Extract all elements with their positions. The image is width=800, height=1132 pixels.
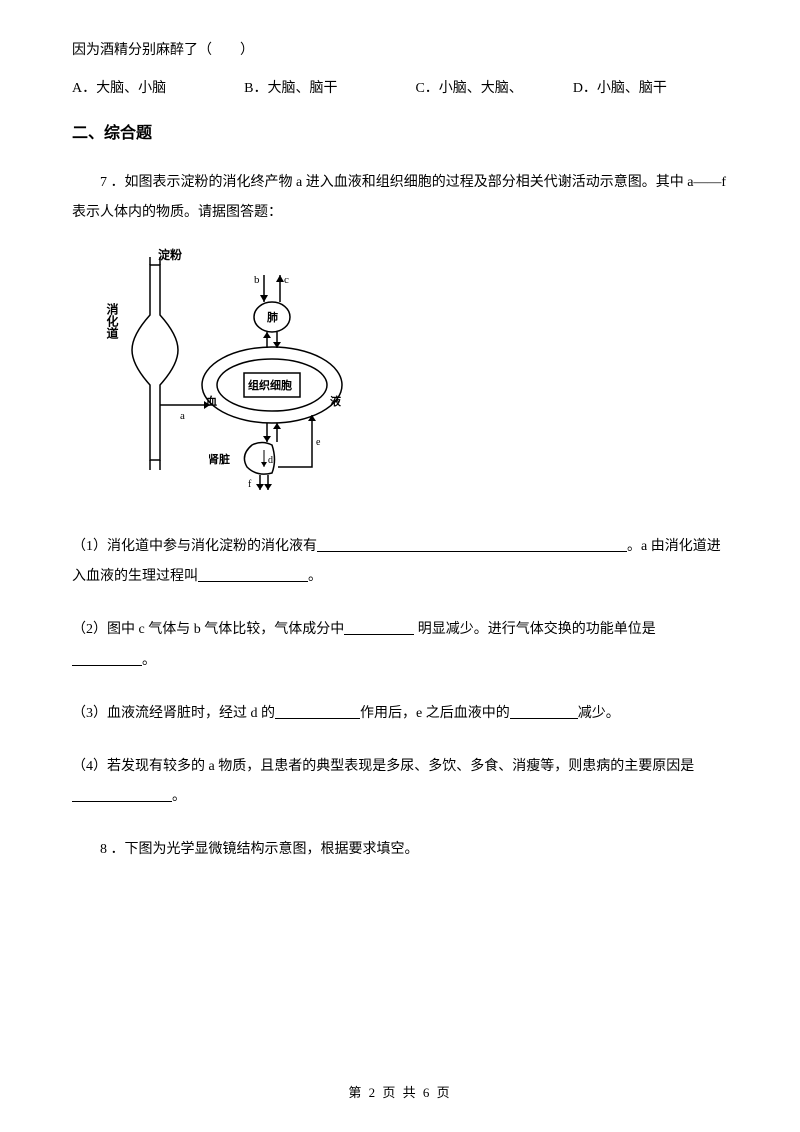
q7-sub4-part2: 。 (172, 789, 186, 804)
q7-sub2-part1: （2）图中 c 气体与 b 气体比较，气体成分中 (72, 622, 344, 637)
label-d: d (268, 455, 273, 466)
q7-sub4-part1: （4）若发现有较多的 a 物质，且患者的典型表现是多尿、多饮、多食、消瘦等，则患… (72, 759, 694, 774)
q7-sub4: （4）若发现有较多的 a 物质，且患者的典型表现是多尿、多饮、多食、消瘦等，则患… (72, 752, 728, 814)
option-a: A．大脑、小脑 (72, 78, 166, 100)
q7-sub2-part3: 。 (142, 653, 156, 668)
q8-text: 8 ．下图为光学显微镜结构示意图，根据要求填空。 (72, 835, 728, 866)
q7-sub1-part1: （1）消化道中参与消化淀粉的消化液有 (72, 539, 317, 554)
page-footer: 第 2 页 共 6 页 (0, 1083, 800, 1104)
label-e: e (316, 437, 321, 448)
label-lung: 肺 (267, 310, 278, 324)
q7-sub1-part3: 。 (308, 569, 322, 584)
label-f: f (248, 479, 252, 490)
option-b: B．大脑、脑干 (244, 78, 337, 100)
label-tissue-cell: 组织细胞 (248, 378, 292, 392)
q7-diagram: 淀粉 消化道 a 肺 b c 血 液 组织细胞 (102, 245, 728, 503)
q7-sub3-part3: 减少。 (578, 706, 620, 721)
q7-intro: 7 ．如图表示淀粉的消化终产物 a 进入血液和组织细胞的过程及部分相关代谢活动示… (72, 168, 728, 227)
label-c: c (284, 274, 289, 286)
label-kidney: 肾脏 (208, 452, 230, 466)
label-a: a (180, 410, 185, 422)
blank-3 (344, 621, 414, 635)
blank-6 (510, 705, 578, 719)
blank-5 (275, 705, 360, 719)
label-blood: 血 (206, 394, 217, 408)
label-fluid: 液 (330, 394, 342, 408)
label-starch: 淀粉 (158, 247, 182, 262)
blank-2 (198, 568, 308, 582)
blank-4 (72, 652, 142, 666)
label-b: b (254, 274, 260, 286)
options-row: A．大脑、小脑 B．大脑、脑干 C．小脑、大脑、 D．小脑、脑干 (72, 78, 728, 100)
blank-1 (317, 538, 627, 552)
question-stem-continued: 因为酒精分别麻醉了（ ） (72, 40, 728, 62)
q7-sub1: （1）消化道中参与消化淀粉的消化液有。a 由消化道进入血液的生理过程叫。 (72, 532, 728, 594)
section-2-title: 二、综合题 (72, 121, 728, 147)
q7-sub3: （3）血液流经肾脏时，经过 d 的 作用后，e 之后血液中的 减少。 (72, 699, 728, 730)
digestive-tract-shape (132, 257, 178, 470)
q7-sub3-part2: 作用后，e 之后血液中的 (360, 706, 510, 721)
option-c: C．小脑、大脑、 (415, 78, 522, 100)
q7-sub3-part1: （3）血液流经肾脏时，经过 d 的 (72, 706, 275, 721)
q7-sub2: （2）图中 c 气体与 b 气体比较，气体成分中 明显减少。进行气体交换的功能单… (72, 615, 728, 677)
label-digestive-tract: 消化道 (105, 302, 119, 340)
option-d: D．小脑、脑干 (573, 78, 667, 100)
blank-7 (72, 788, 172, 802)
q7-sub2-part2: 明显减少。进行气体交换的功能单位是 (414, 622, 656, 637)
